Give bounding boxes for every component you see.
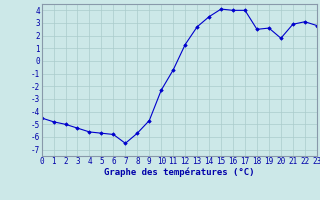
X-axis label: Graphe des températures (°C): Graphe des températures (°C) xyxy=(104,168,254,177)
